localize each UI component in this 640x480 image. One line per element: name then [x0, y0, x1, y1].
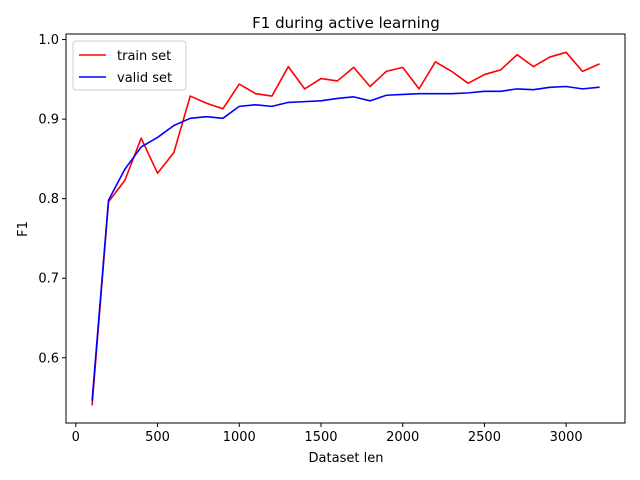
x-tick-label: 2500 — [468, 430, 501, 445]
x-tick-label: 1000 — [223, 430, 256, 445]
x-tick-label: 3000 — [550, 430, 583, 445]
y-tick-label: 0.6 — [38, 351, 59, 366]
plot-area — [65, 33, 626, 424]
y-axis-label: F1 — [16, 221, 31, 237]
plot-frame — [65, 33, 626, 424]
legend-label-valid: valid set — [117, 71, 172, 86]
legend: train set valid set — [72, 40, 187, 91]
y-tick-label: 0.7 — [38, 272, 59, 287]
x-tick-label: 0 — [72, 430, 80, 445]
y-tick-label: 0.9 — [38, 113, 59, 128]
x-tick-label: 1500 — [304, 430, 337, 445]
series-line-valid — [91, 85, 600, 401]
chart-title: F1 during active learning — [252, 14, 440, 32]
x-tick-label: 500 — [145, 430, 170, 445]
x-axis: 0 500 1000 1500 2000 2500 3000 — [72, 423, 583, 445]
series-group — [91, 51, 600, 406]
legend-label-train: train set — [117, 49, 171, 64]
x-axis-label: Dataset len — [309, 451, 384, 466]
y-tick-label: 1.0 — [38, 33, 59, 48]
y-axis: 0.6 0.7 0.8 0.9 1.0 — [38, 33, 66, 366]
x-tick-label: 2000 — [386, 430, 419, 445]
series-line-train — [91, 51, 600, 406]
y-tick-label: 0.8 — [38, 192, 59, 207]
